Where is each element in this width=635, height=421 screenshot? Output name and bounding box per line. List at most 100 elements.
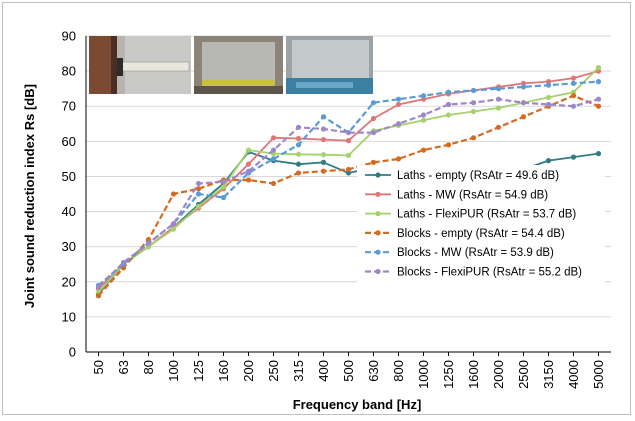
legend-marker	[375, 172, 381, 178]
data-point	[245, 147, 252, 153]
data-point	[220, 179, 227, 185]
data-point	[195, 203, 202, 209]
data-point	[195, 191, 202, 197]
data-point	[495, 124, 502, 130]
x-axis-title: Frequency band [Hz]	[293, 397, 422, 412]
data-point	[270, 180, 277, 187]
x-tick-label: 100	[166, 360, 181, 382]
x-tick-label: 80	[141, 360, 156, 374]
data-point	[370, 159, 377, 165]
data-point	[320, 168, 327, 174]
x-tick-label: 315	[291, 360, 306, 382]
data-point	[545, 94, 552, 101]
data-point	[420, 147, 427, 153]
y-tick-label: 30	[62, 239, 76, 254]
x-tick-label: 4000	[566, 360, 581, 389]
data-point	[320, 159, 327, 165]
data-point	[345, 166, 352, 173]
data-point	[295, 151, 302, 157]
data-point	[270, 147, 277, 153]
x-tick-label: 50	[91, 360, 106, 374]
legend-marker	[375, 191, 381, 197]
data-point	[320, 126, 327, 132]
data-point	[420, 117, 427, 123]
data-point	[470, 108, 477, 115]
data-point	[370, 115, 377, 122]
data-point	[370, 129, 377, 136]
x-tick-label: 250	[266, 360, 281, 382]
data-point	[495, 96, 502, 102]
data-point	[395, 121, 402, 127]
x-tick-label: 160	[216, 360, 231, 382]
data-point	[195, 186, 202, 192]
data-point	[595, 65, 602, 71]
data-point	[320, 152, 327, 158]
inset-photo	[286, 36, 373, 94]
data-point	[345, 129, 352, 136]
chart: 0 10 20 30 40 50 60 70 80 90 50 63 80 100 125 160 200 250…	[22, 29, 611, 412]
data-point	[295, 142, 302, 148]
x-tick-label: 125	[191, 360, 206, 382]
data-point	[570, 93, 577, 99]
data-point	[295, 170, 302, 176]
legend-marker	[375, 211, 381, 217]
data-point	[495, 86, 502, 92]
data-point	[570, 154, 577, 160]
legend-label: Blocks - FlexiPUR (RsAtr = 55.2 dB)	[397, 267, 582, 279]
data-point	[545, 82, 552, 88]
data-point	[220, 184, 227, 190]
legend-label: Laths - MW (RsAtr = 54.9 dB)	[397, 189, 548, 201]
x-tick-label: 5000	[591, 360, 606, 389]
legend-label: Laths - empty (RsAtr = 49.6 dB)	[397, 170, 559, 182]
x-tick-label: 200	[241, 360, 256, 382]
y-tick-label: 50	[62, 169, 76, 184]
data-point	[470, 87, 477, 94]
legend-marker	[375, 249, 381, 255]
x-tick-label: 630	[366, 360, 381, 382]
x-tick-label: 1000	[416, 360, 431, 389]
data-point	[570, 75, 577, 81]
data-point	[420, 112, 427, 118]
y-tick-label: 90	[62, 29, 76, 44]
legend-marker	[375, 268, 381, 275]
data-point	[395, 156, 402, 162]
data-point	[170, 226, 177, 232]
data-point	[520, 84, 527, 90]
legend-label: Blocks - MW (RsAtr = 53.9 dB)	[397, 247, 554, 259]
data-point	[120, 259, 127, 266]
data-point	[470, 135, 477, 141]
data-point	[445, 142, 452, 148]
data-point	[295, 124, 302, 130]
data-point	[95, 293, 102, 299]
x-tick-label: 800	[391, 360, 406, 382]
x-tick-label: 63	[116, 360, 131, 374]
data-point	[345, 138, 352, 144]
data-point	[445, 112, 452, 118]
x-tick-label: 1600	[466, 360, 481, 389]
x-tick-label: 1250	[441, 360, 456, 389]
data-point	[445, 89, 452, 95]
legend-label: Blocks - empty (RsAtr = 54.4 dB)	[397, 228, 565, 240]
x-tick-label: 400	[316, 360, 331, 382]
data-point	[245, 168, 252, 174]
data-point	[270, 156, 277, 162]
legend-marker	[375, 230, 381, 236]
data-point	[520, 100, 527, 106]
y-tick-label: 10	[62, 309, 76, 324]
data-point	[370, 100, 377, 106]
data-point	[395, 96, 402, 102]
inset-photo	[194, 36, 283, 94]
data-point	[470, 100, 477, 106]
data-point	[520, 114, 527, 120]
data-point	[195, 180, 202, 187]
data-point	[545, 101, 552, 108]
data-point	[570, 80, 577, 86]
data-point	[295, 161, 302, 167]
legend-label: Laths - FlexiPUR (RsAtr = 53.7 dB)	[397, 209, 576, 221]
y-tick-label: 80	[62, 64, 76, 79]
data-point	[445, 101, 452, 108]
data-point	[95, 284, 102, 290]
data-point	[270, 135, 277, 141]
data-point	[220, 194, 227, 201]
x-tick-label: 2000	[491, 360, 506, 389]
